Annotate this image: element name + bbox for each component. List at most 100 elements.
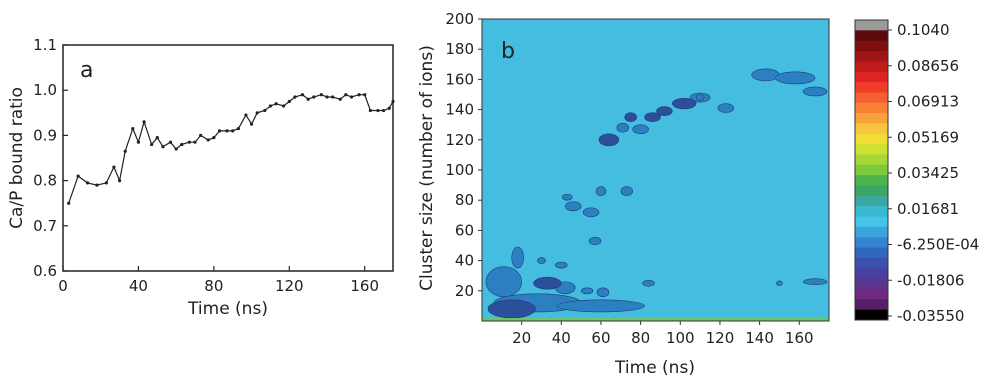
cluster-blob: [485, 266, 522, 298]
panel-a-data-point: [274, 102, 278, 106]
cluster-blob: [642, 279, 655, 287]
panel-a-data-point: [268, 104, 273, 108]
cluster-blob: [751, 68, 780, 82]
cluster-blob: [555, 261, 568, 269]
cluster-blob: [616, 122, 630, 133]
panel-a-data-point: [312, 95, 316, 99]
panel-a-data-point: [381, 108, 386, 113]
panel-a-data-point: [263, 108, 267, 113]
panel-a-data-point: [150, 142, 154, 147]
colorbar-tick-label: 0.08656: [897, 57, 959, 75]
panel-a-series-line: [68, 94, 394, 204]
panel-a-data-point: [206, 138, 210, 142]
panel-b-x-tick-label: 40: [552, 329, 571, 347]
panel-b-y-tick-label: 160: [445, 70, 474, 88]
panel-a-data-point: [231, 129, 235, 133]
cluster-blob: [717, 103, 735, 113]
colorbar-swatch: [855, 20, 888, 31]
panel-b-y-ticks: 20 40 60 80 100 120 140 160 180 200: [445, 10, 482, 300]
colorbar-tick-label: 0.05169: [897, 128, 959, 146]
panel-a-y-tick-label: 0.7: [33, 217, 57, 235]
panel-b-x-tick-label: 100: [666, 329, 695, 347]
colorbar-swatch: [855, 288, 888, 300]
panel-a-data-point: [193, 140, 197, 144]
cluster-blob: [776, 280, 783, 286]
panel-a-data-point: [112, 165, 116, 169]
panel-a-data-point: [123, 149, 127, 153]
cluster-blob: [802, 86, 828, 97]
panel-b-x-tick-label: 60: [591, 329, 610, 347]
panel-b-baseline-strip: [482, 318, 829, 321]
cluster-blob: [802, 278, 828, 286]
panel-a-y-tick-label: 0.6: [33, 262, 57, 280]
cluster-blob: [562, 193, 573, 201]
colorbar-swatch: [855, 309, 888, 321]
colorbar-swatch: [855, 40, 888, 52]
panel-a-data-point: [225, 129, 229, 133]
panel-b: b 20 40 60 80 100 120 140 160 180 200 20 40 60 80 100…: [417, 10, 830, 378]
panel-a-data-point: [338, 97, 342, 101]
colorbar-frame: [854, 19, 889, 321]
panel-a-x-ticks: 0 40 80 120 160: [58, 266, 379, 295]
panel-a-frame: [62, 44, 394, 272]
colorbar-swatch: [855, 154, 888, 166]
cluster-blob: [582, 207, 600, 218]
panel-b-clusters: [485, 68, 828, 319]
panel-a-label: a: [80, 58, 93, 83]
colorbar-swatch: [855, 226, 888, 238]
panel-a-data-point: [136, 140, 141, 144]
panel-a-data-point: [306, 97, 310, 101]
panel-a-y-tick-label: 1.1: [33, 36, 57, 54]
colorbar-swatch: [855, 30, 888, 42]
colorbar-tick-label: 0.06913: [897, 93, 959, 111]
colorbar-swatch: [855, 185, 888, 197]
panel-a-y-label: Ca/P bound ratio: [7, 87, 27, 229]
panel-a-y-ticks: 0.6 0.7 0.8 0.9 1.0 1.1: [33, 36, 68, 280]
cluster-blob: [695, 94, 705, 101]
panel-a-series: [67, 93, 395, 205]
cluster-blob: [511, 246, 524, 269]
panel-a-x-label: Time (ns): [187, 299, 268, 319]
colorbar-swatch: [855, 92, 888, 104]
cluster-blob: [595, 186, 607, 196]
panel-a-data-point: [249, 122, 254, 126]
colorbar-swatch: [855, 61, 888, 73]
panel-a-data-point: [117, 179, 122, 183]
panel-a-data-point: [319, 93, 323, 97]
panel-a-data-point: [244, 113, 248, 117]
colorbar-swatch: [855, 257, 888, 269]
panel-a-data-point: [349, 95, 354, 99]
panel-a-data-point: [293, 95, 297, 99]
panel-a-data-point: [161, 145, 165, 149]
colorbar-swatch: [855, 278, 888, 290]
panel-b-x-tick-label: 80: [631, 329, 650, 347]
panel-a-data-point: [331, 95, 335, 99]
panel-a-data-point: [142, 120, 146, 124]
panel-b-x-label: Time (ns): [614, 358, 695, 378]
panel-b-y-label: Cluster size (number of ions): [417, 45, 437, 291]
panel-b-x-tick-label: 140: [745, 329, 774, 347]
panel-a: a 0.6 0.7 0.8 0.9 1.0 1.1 0 40 80 120 160 Time (n…: [7, 36, 395, 319]
panel-b-x-tick-label: 160: [785, 329, 814, 347]
panel-b-y-tick-label: 180: [445, 40, 474, 58]
cluster-blob: [564, 201, 582, 212]
colorbar-swatch: [855, 123, 888, 135]
panel-a-data-point: [217, 129, 222, 133]
colorbar-swatch: [855, 133, 888, 145]
colorbar-swatch: [855, 206, 888, 218]
colorbar-tick-label: 0.01681: [897, 200, 959, 218]
panel-a-data-point: [236, 127, 240, 131]
cluster-blob-dense: [624, 112, 637, 122]
colorbar-tick-label: -0.03550: [897, 307, 964, 325]
panel-a-y-tick-label: 0.9: [33, 126, 57, 144]
colorbar-swatches: [855, 20, 888, 321]
panel-a-x-tick-label: 160: [350, 277, 379, 295]
cluster-blob: [632, 124, 649, 135]
cluster-blob-dense: [598, 133, 620, 147]
panel-a-data-point: [391, 99, 395, 104]
panel-a-x-tick-label: 120: [275, 277, 304, 295]
panel-a-data-point: [287, 99, 291, 104]
panel-a-data-point: [357, 93, 361, 97]
cluster-blob-dense: [533, 276, 562, 290]
